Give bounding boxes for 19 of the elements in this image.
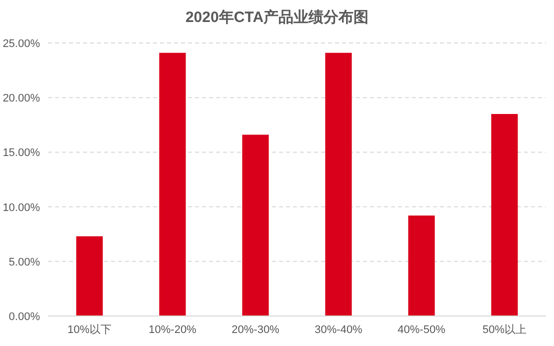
bar: [76, 236, 103, 316]
y-tick-label: 5.00%: [8, 256, 40, 268]
y-tick-label: 15.00%: [2, 147, 40, 160]
y-tick-label: 10.00%: [2, 202, 40, 214]
bar: [242, 134, 269, 316]
x-tick-label: 50%以上: [482, 323, 527, 336]
bar: [408, 216, 435, 316]
x-tick-label: 10%以下: [67, 323, 112, 336]
y-tick-label: 25.00%: [2, 38, 40, 50]
y-tick-label: 20.00%: [2, 92, 40, 105]
x-tick-label: 20%-30%: [232, 324, 280, 336]
chart-title: 2020年CTA产品业绩分布图: [185, 9, 369, 26]
x-tick-label: 40%-50%: [398, 324, 446, 336]
bar: [491, 114, 518, 316]
x-tick-label: 10%-20%: [148, 324, 197, 336]
bar: [159, 52, 186, 316]
y-tick-label: 0.00%: [8, 311, 40, 323]
bar: [325, 52, 352, 316]
x-tick-label: 30%-40%: [314, 324, 363, 336]
